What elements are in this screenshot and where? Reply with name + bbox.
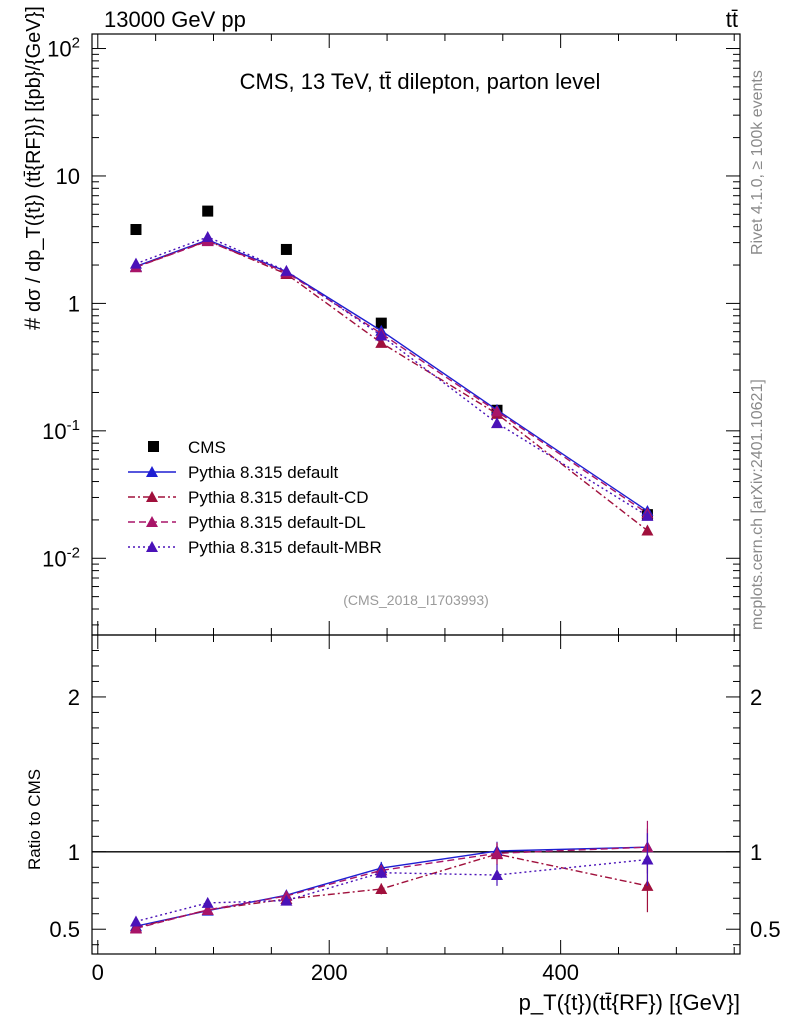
series-point xyxy=(641,509,654,521)
process-label: tt̄ xyxy=(726,7,738,32)
mcplots-label: mcplots.cern.ch [arXiv:2401.10621] xyxy=(749,379,766,630)
series-point xyxy=(201,903,214,915)
series-line xyxy=(135,240,648,532)
ratio-y-tick-label-right: 0.5 xyxy=(750,917,781,942)
rivet-label: Rivet 4.1.0, ≥ 100k events xyxy=(749,70,766,255)
series-point xyxy=(375,866,388,878)
x-tick-label: 200 xyxy=(311,960,348,985)
ratio-y-tick-label: 0.5 xyxy=(49,917,80,942)
x-axis-label: p_T({t})(tt̄{RF}) [{GeV}] xyxy=(519,990,740,1015)
series-point xyxy=(375,882,388,894)
legend-marker xyxy=(148,441,159,452)
ratio-y-tick-label-right: 1 xyxy=(750,840,762,865)
series-point xyxy=(201,230,214,242)
series-point xyxy=(280,264,293,276)
y-tick-label: 1 xyxy=(68,291,80,316)
main-title: CMS, 13 TeV, tt̄ dilepton, parton level xyxy=(240,69,601,94)
series-point xyxy=(375,329,388,341)
series-line xyxy=(135,239,648,512)
series-point xyxy=(491,869,503,881)
series-point xyxy=(129,922,142,934)
y-tick-label: 10 xyxy=(56,164,80,189)
series-line xyxy=(135,853,648,929)
legend-marker xyxy=(146,491,158,502)
series-point xyxy=(201,896,214,908)
legend-label: Pythia 8.315 default xyxy=(188,463,339,482)
series-point xyxy=(375,336,388,348)
legend-label: CMS xyxy=(188,438,226,457)
collision-label: 13000 GeV pp xyxy=(104,7,246,32)
series-line xyxy=(135,846,648,930)
data-point xyxy=(130,224,142,236)
analysis-id: (CMS_2018_I1703993) xyxy=(343,592,489,608)
ratio-y-tick-label: 1 xyxy=(68,840,80,865)
series-line xyxy=(135,858,648,923)
series-point xyxy=(641,524,654,536)
ratio-ylabel: Ratio to CMS xyxy=(25,769,44,870)
legend-label: Pythia 8.315 default-MBR xyxy=(188,538,382,557)
series-point xyxy=(491,405,503,417)
y-tick-label: 10-2 xyxy=(42,544,80,571)
main-ylabel-prefix: # xyxy=(20,317,45,330)
main-ylabel: dσ / dp_T({t}) (tt̄{RF})} [{pb}/{GeV}] xyxy=(23,6,45,312)
series-point xyxy=(280,894,293,906)
y-tick-label: 10-1 xyxy=(42,417,80,444)
legend-marker xyxy=(146,541,158,552)
legend-label: Pythia 8.315 default-DL xyxy=(188,513,366,532)
legend-label: Pythia 8.315 default-CD xyxy=(188,488,369,507)
legend-marker xyxy=(146,516,158,527)
data-point xyxy=(202,205,214,217)
x-tick-label: 400 xyxy=(542,960,579,985)
series-line xyxy=(135,240,648,514)
series-point xyxy=(491,847,503,859)
x-tick-label: 0 xyxy=(92,960,104,985)
y-tick-label: 102 xyxy=(47,35,80,62)
series-point xyxy=(129,915,142,927)
series-point xyxy=(641,853,654,865)
ratio-y-tick-label: 2 xyxy=(68,685,80,710)
ratio-y-tick-label-right: 2 xyxy=(750,685,762,710)
ratio-panel-frame xyxy=(91,634,741,955)
series-line xyxy=(135,236,648,517)
legend-marker xyxy=(146,466,158,477)
series-point xyxy=(491,417,503,429)
data-point xyxy=(375,317,387,329)
series-point xyxy=(129,257,142,269)
data-point xyxy=(280,243,292,255)
